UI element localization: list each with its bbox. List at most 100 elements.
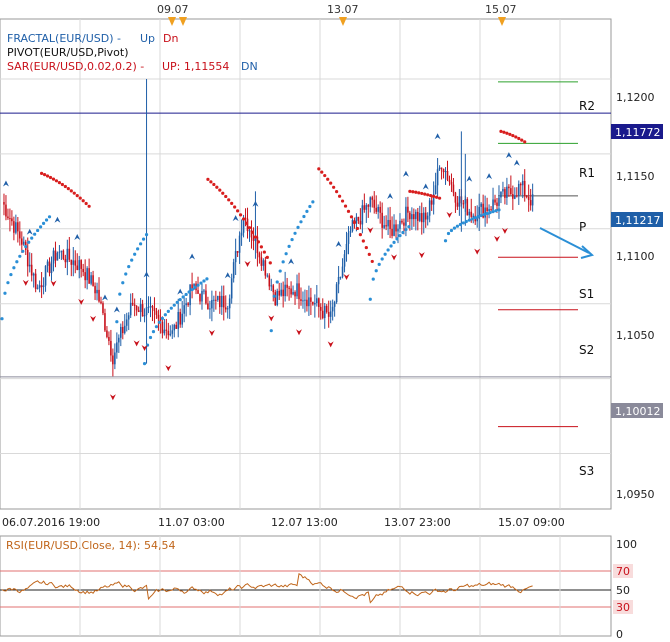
candle-body [523,180,526,196]
candle-body [440,167,443,169]
candle-body [517,183,520,196]
sar-dot-up [287,244,291,248]
candle-body [127,315,130,320]
candle-body [13,221,15,233]
candle-body [286,284,288,288]
candle-body [377,206,379,212]
sar-dot-up [12,266,16,270]
sar-dot-up [485,211,489,216]
sar-dot-up [293,231,297,235]
sar-dot-dn [265,255,269,260]
price-tag-mid [611,212,663,227]
candle-body [486,207,488,212]
legend: FRACTAL(EUR/USD) - Up Dn PIVOT(EUR/USD,P… [7,32,258,73]
candle-body [361,205,364,225]
candle-body [448,179,451,182]
candle-body [201,290,203,302]
sar-dot-up [455,224,459,228]
candle-body [345,243,348,255]
candle-body [222,295,225,308]
candle-body [365,205,368,210]
candle-body [7,216,9,219]
sar-dot-dn [66,187,70,191]
candle-body [54,250,57,261]
sar-dot-dn [423,192,427,196]
candle-body [432,194,435,205]
fractal-dn-icon [446,211,453,218]
sar-dot-up [21,249,25,253]
candle-body [187,303,189,306]
fractal-dn-icon [133,340,140,347]
sar-dot-dn [221,191,225,195]
time-tick: 06.07.2016 19:00 [2,516,100,529]
candle-body [298,283,300,300]
sar-dot-up [404,227,408,232]
candle-body [102,303,104,314]
sar-dot-up [0,317,4,321]
top-date-1307: 13.07 [327,3,359,16]
sar-dot-up [275,280,279,284]
candle-body [46,261,49,266]
pivot-label-s2: S2 [579,343,594,357]
candle-body [494,199,496,203]
sar-dot-dn [367,252,371,256]
sar-dot-up [196,283,200,287]
candle-body [86,268,88,281]
candle-body [430,200,433,205]
candle-body [395,224,397,232]
candle-body [510,188,512,195]
legend-fractal-dn: Dn [163,32,178,45]
candle-body [385,225,387,227]
candle-body [397,228,399,232]
sar-dot-up [311,200,315,204]
sar-dot-dn [499,129,503,133]
candle-body [482,203,484,218]
fractal-up-icon [505,152,512,159]
candle-body [26,249,29,267]
candle-body [213,299,215,301]
candle-body [478,206,480,219]
candle-body [171,330,174,334]
candle-body [462,203,465,205]
sar-dot-up [407,225,411,229]
candle-body [256,236,259,254]
candle-body [76,265,79,270]
candle-body [15,222,17,233]
candle-body [234,251,237,263]
sar-dot-up [278,269,282,273]
sar-dot-up [24,245,28,249]
price-tag-low-label: 1,10012 [615,405,661,418]
price-panel [0,18,612,510]
price-tag-high-label: 1,11772 [615,126,661,139]
sar-dot-dn [520,138,524,142]
candle-body [359,220,362,225]
candle-body [62,250,65,259]
sar-dot-up [269,329,273,333]
candle-body [331,306,334,312]
candle-body [308,297,310,307]
candle-body [125,319,128,326]
candle-body [278,290,280,296]
sar-dot-dn [517,136,521,141]
fractal-dn-icon [474,248,481,255]
candle-body [199,293,201,302]
sar-dot-up [284,252,288,256]
top-date-markers: 09.07 13.07 15.07 [157,3,517,26]
sar-dot-up [488,210,492,215]
candle-body [375,207,378,212]
candle-body [238,235,241,253]
sar-dot-dn [253,235,258,239]
sar-dot-up [36,228,40,233]
candle-body [300,299,302,301]
fractal-dn-icon [494,235,500,242]
candle-body [434,185,437,195]
fractal-up-icon [2,180,9,187]
sar-dot-up [41,221,46,225]
candle-body [123,325,126,334]
sar-dot-up [401,230,405,235]
sar-dot-up [374,269,378,273]
candle-body [292,292,294,295]
sar-dot-dn [84,201,88,206]
candle-body [106,330,108,337]
candle-body [442,168,445,173]
